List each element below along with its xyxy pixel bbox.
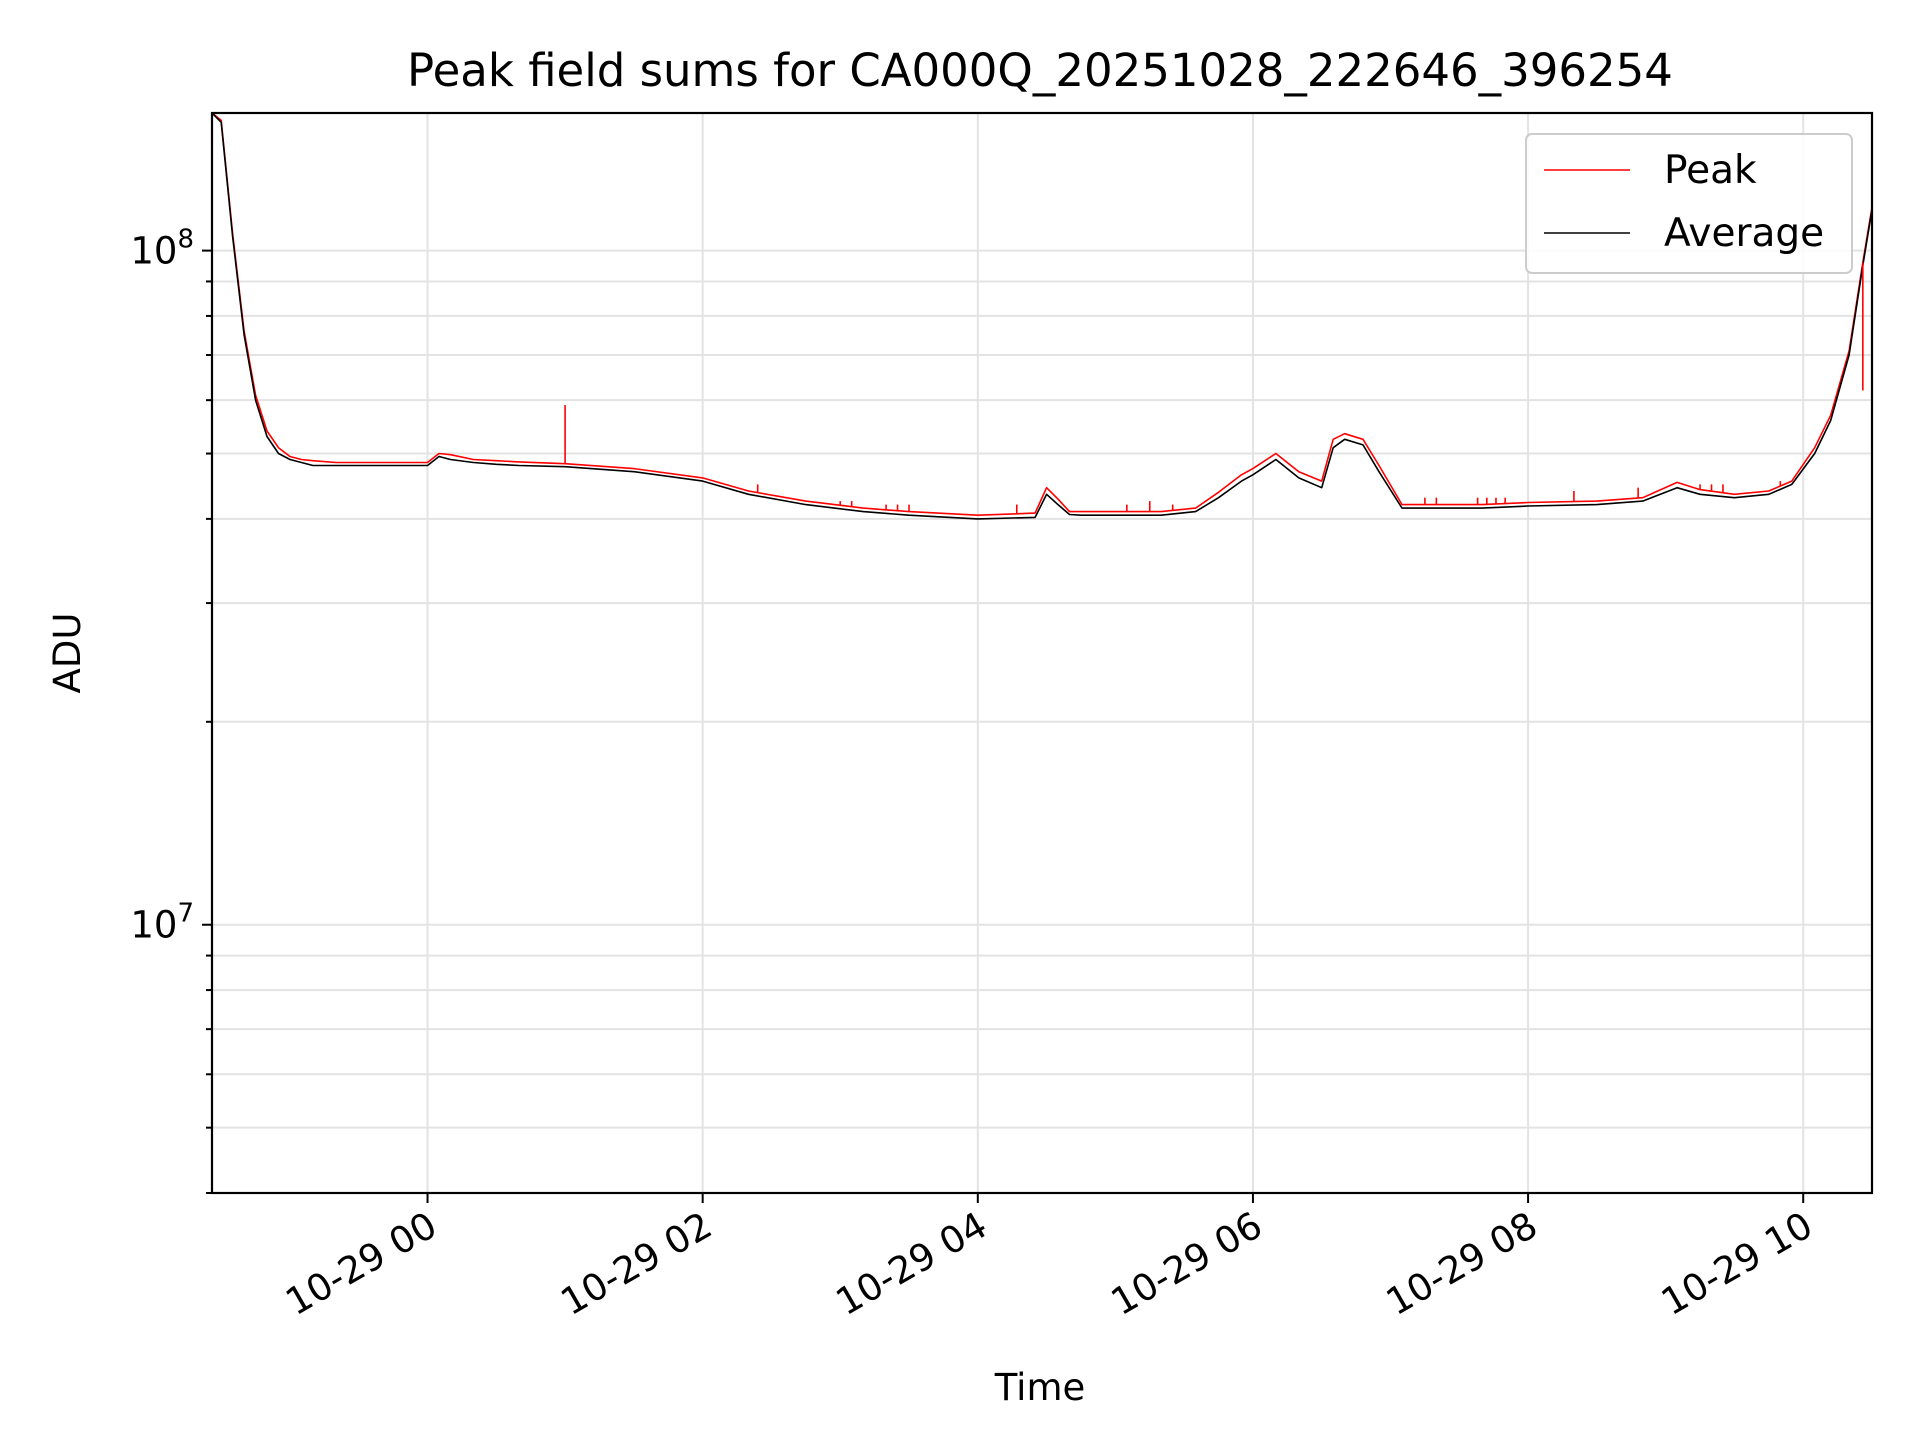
y-tick-label: 107: [130, 899, 194, 947]
y-tick-label: 108: [130, 225, 194, 273]
legend: Peak Average: [1525, 133, 1853, 274]
y-axis-label: ADU: [46, 613, 89, 694]
legend-label-average: Average: [1664, 211, 1824, 256]
legend-label-peak: Peak: [1664, 148, 1757, 193]
x-axis-label: Time: [994, 1366, 1086, 1409]
y-axis: 107 108: [130, 225, 212, 1194]
series-line-average: [212, 113, 1872, 520]
series-layer: [212, 113, 1872, 520]
grid: [212, 113, 1872, 1194]
legend-box: [1525, 133, 1853, 274]
series-line-peak: [212, 113, 1872, 516]
plot-frame: [210, 111, 1874, 1195]
chart-title: Peak field sums for CA000Q_20251028_2226…: [407, 44, 1673, 97]
